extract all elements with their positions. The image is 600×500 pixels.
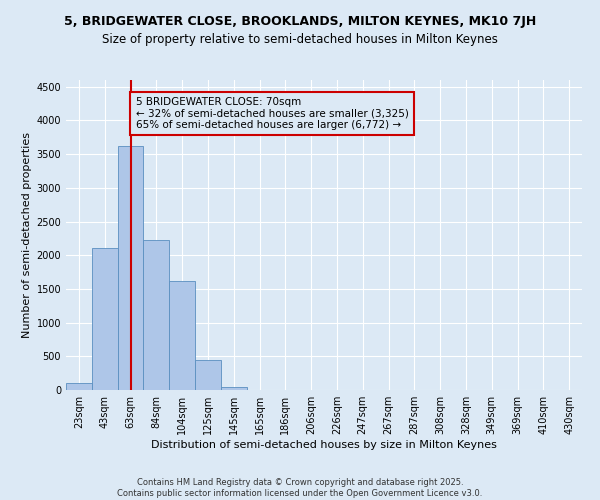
Text: Size of property relative to semi-detached houses in Milton Keynes: Size of property relative to semi-detach… xyxy=(102,32,498,46)
Text: 5 BRIDGEWATER CLOSE: 70sqm
← 32% of semi-detached houses are smaller (3,325)
65%: 5 BRIDGEWATER CLOSE: 70sqm ← 32% of semi… xyxy=(136,97,409,130)
X-axis label: Distribution of semi-detached houses by size in Milton Keynes: Distribution of semi-detached houses by … xyxy=(151,440,497,450)
Bar xyxy=(221,386,247,390)
Bar xyxy=(195,360,221,390)
Bar xyxy=(66,384,92,390)
Text: Contains HM Land Registry data © Crown copyright and database right 2025.
Contai: Contains HM Land Registry data © Crown c… xyxy=(118,478,482,498)
Bar xyxy=(143,240,169,390)
Bar xyxy=(92,248,118,390)
Text: 5, BRIDGEWATER CLOSE, BROOKLANDS, MILTON KEYNES, MK10 7JH: 5, BRIDGEWATER CLOSE, BROOKLANDS, MILTON… xyxy=(64,15,536,28)
Bar xyxy=(169,281,195,390)
Y-axis label: Number of semi-detached properties: Number of semi-detached properties xyxy=(22,132,32,338)
Bar xyxy=(118,146,143,390)
